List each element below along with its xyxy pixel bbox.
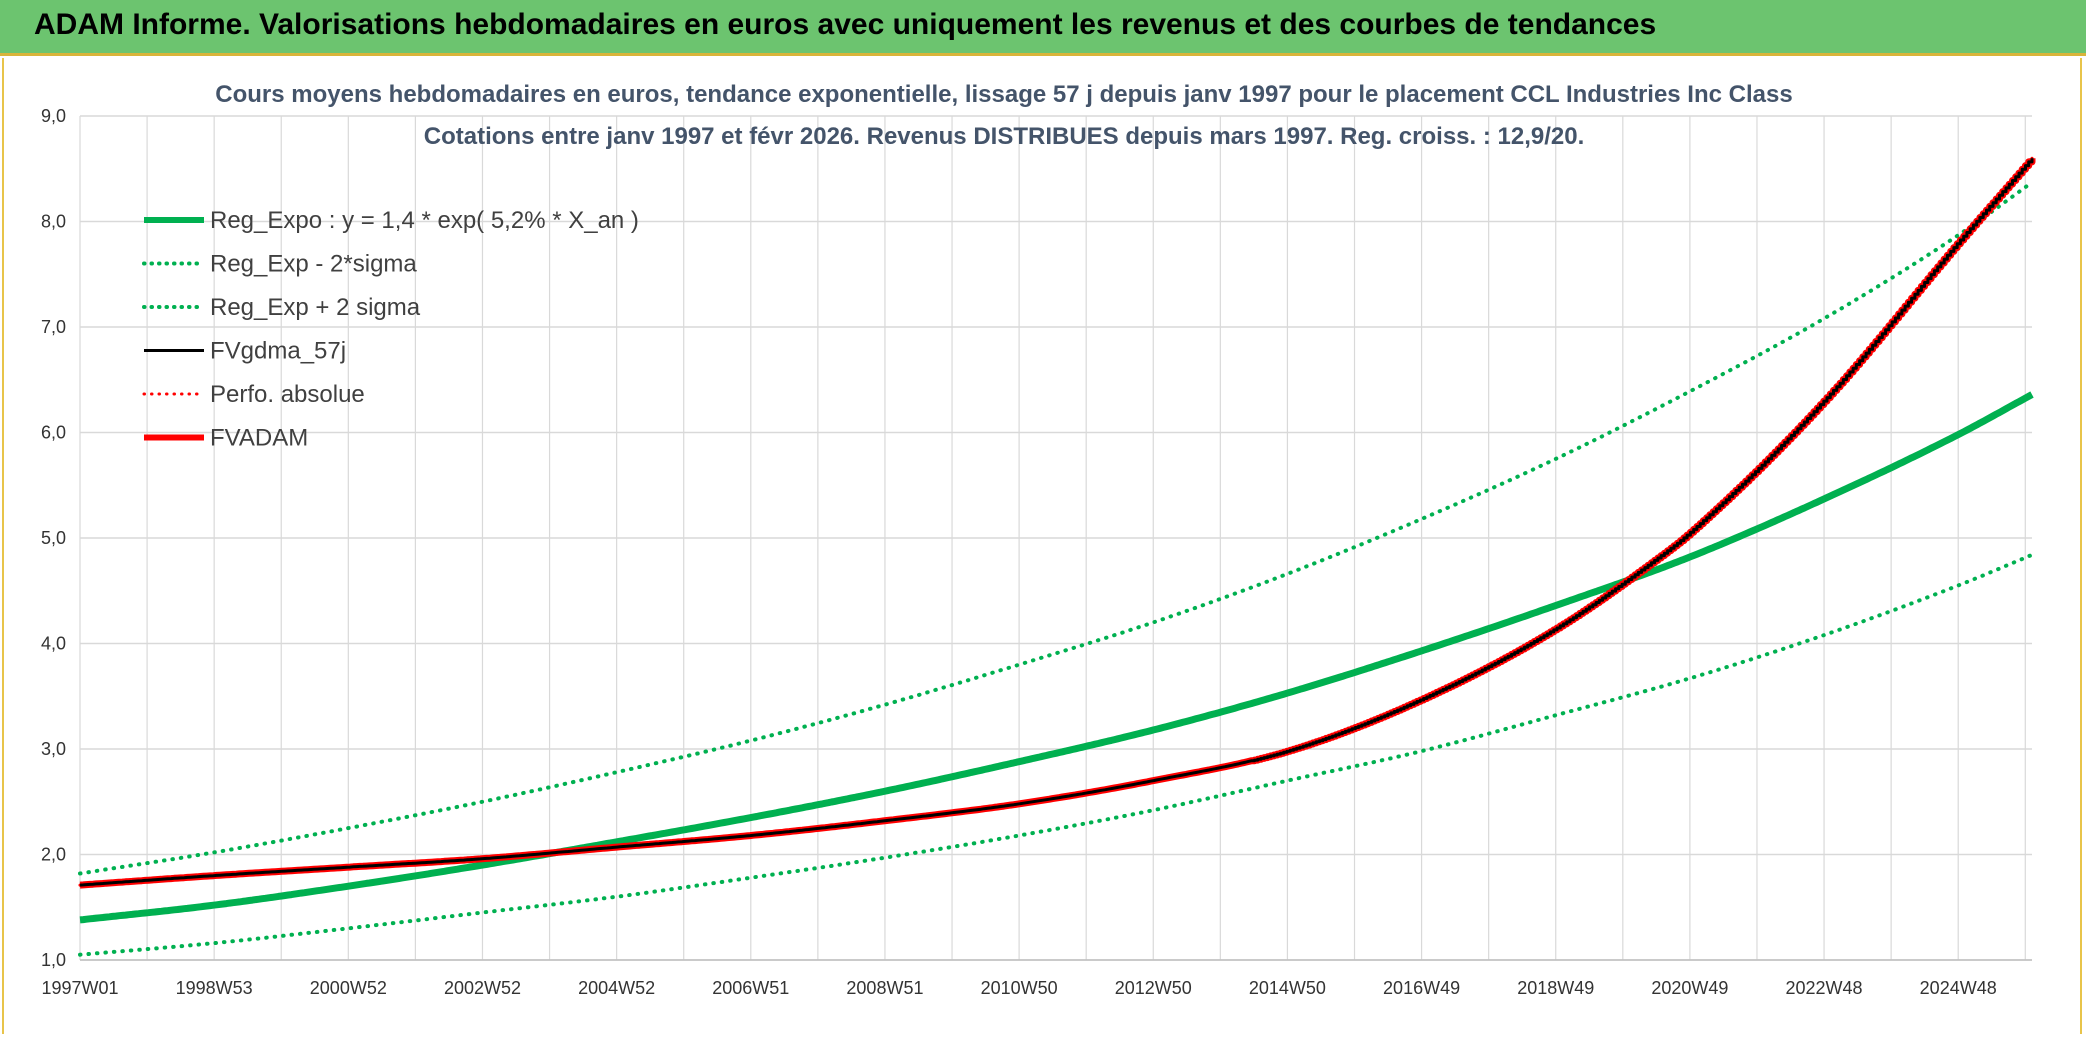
y-tick-label: 1,0 <box>41 950 66 970</box>
y-tick-label: 5,0 <box>41 528 66 548</box>
report-banner: ADAM Informe. Valorisations hebdomadaire… <box>0 0 2086 56</box>
y-tick-label: 8,0 <box>41 212 66 232</box>
x-tick-label: 1998W53 <box>176 978 253 998</box>
series-line-1 <box>78 552 2034 957</box>
y-tick-label: 6,0 <box>41 423 66 443</box>
chart-title-line-1: Cours moyens hebdomadaires en euros, ten… <box>215 81 1792 108</box>
x-tick-label: 2024W48 <box>1920 978 1997 998</box>
series-layer <box>78 156 2036 957</box>
x-axis: 1997W01 1998W53 2000W52 2002W52 2004W52 2006W… <box>41 978 1996 998</box>
report-title: ADAM Informe. Valorisations hebdomadaire… <box>34 8 1657 41</box>
x-tick-label: 2010W50 <box>981 978 1058 998</box>
series-line-3 <box>79 158 2034 887</box>
chart-title: Cours moyens hebdomadaires en euros, ten… <box>215 81 1792 150</box>
chart-frame: 1,0 2,0 3,0 4,0 5,0 6,0 7,0 8,0 9,0 1997W01 1998W… <box>2 58 2082 1034</box>
valuation-chart: 1,0 2,0 3,0 4,0 5,0 6,0 7,0 8,0 9,0 1997W01 1998W… <box>41 81 2036 998</box>
legend-label: Reg_Expo : y = 1,4 * exp( 5,2% * X_an ) <box>210 207 639 234</box>
legend: Reg_Expo : y = 1,4 * exp( 5,2% * X_an ) R… <box>142 207 639 452</box>
chart-title-line-2: Cotations entre janv 1997 et févr 2026. … <box>424 123 1585 150</box>
series-line-2 <box>78 180 2034 876</box>
legend-label: Reg_Exp + 2 sigma <box>210 294 421 321</box>
x-tick-label: 2004W52 <box>578 978 655 998</box>
x-tick-label: 2020W49 <box>1651 978 1728 998</box>
legend-label: FVADAM <box>210 425 308 452</box>
x-tick-label: 2016W49 <box>1383 978 1460 998</box>
y-tick-label: 7,0 <box>41 317 66 337</box>
x-tick-label: 2014W50 <box>1249 978 1326 998</box>
x-tick-label: 2008W51 <box>846 978 923 998</box>
x-tick-label: 2018W49 <box>1517 978 1594 998</box>
legend-label: FVgdma_57j <box>210 338 346 365</box>
legend-label: Reg_Exp - 2*sigma <box>210 251 417 278</box>
y-tick-label: 2,0 <box>41 845 66 865</box>
x-tick-label: 2000W52 <box>310 978 387 998</box>
y-tick-label: 4,0 <box>41 634 66 654</box>
y-axis: 1,0 2,0 3,0 4,0 5,0 6,0 7,0 8,0 9,0 <box>41 106 66 970</box>
y-tick-label: 9,0 <box>41 106 66 126</box>
series-line-0 <box>79 391 2034 924</box>
legend-label: Perfo. absolue <box>210 381 365 408</box>
x-tick-label: 2002W52 <box>444 978 521 998</box>
x-tick-label: 2022W48 <box>1786 978 1863 998</box>
x-tick-label: 2012W50 <box>1115 978 1192 998</box>
x-tick-label: 1997W01 <box>41 978 118 998</box>
grid-layer <box>79 115 2032 961</box>
x-tick-label: 2006W51 <box>712 978 789 998</box>
y-tick-label: 3,0 <box>41 739 66 759</box>
